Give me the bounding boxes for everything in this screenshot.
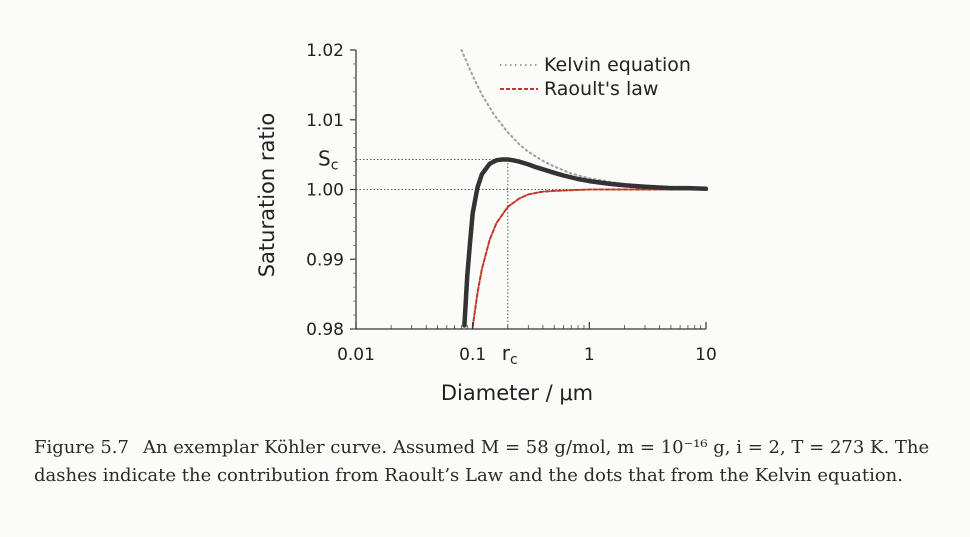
series-kohler-curve [462, 157, 708, 328]
caption-text: An exemplar Köhler curve. Assumed M = 58… [34, 437, 930, 486]
y-tick-label: 1.02 [306, 41, 344, 61]
legend-label-raoult: Raoult's law [544, 78, 658, 100]
figure-caption: Figure 5.7 An exemplar Köhler curve. Assu… [34, 434, 939, 490]
critical-saturation-subscript: c [331, 158, 339, 174]
y-tick-label: 1.01 [306, 111, 344, 131]
x-axis-title: Diameter / μm [441, 381, 593, 405]
y-tick-label: 0.98 [306, 320, 344, 340]
axes: 0.98 0.99 1.00 1.01 1.02 0.01 0.1 1 10 [306, 41, 717, 365]
y-tick-label: 1.00 [306, 181, 344, 201]
x-tick-label: 0.01 [337, 345, 375, 365]
reference-lines: Sc rc [318, 147, 706, 368]
legend-label-kelvin: Kelvin equation [544, 54, 691, 76]
figure-number: Figure 5.7 [34, 437, 129, 458]
series-layer [460, 49, 708, 328]
critical-saturation-label: Sc [318, 147, 338, 174]
x-tick-label: 1 [584, 345, 595, 365]
x-tick-label: 0.1 [459, 345, 486, 365]
y-tick-label: 0.99 [306, 250, 344, 270]
y-axis-title: Saturation ratio [255, 113, 279, 278]
critical-radius-subscript: c [510, 352, 518, 368]
legend: Kelvin equation Raoult's law [500, 54, 691, 100]
x-tick-label: 10 [695, 345, 717, 365]
critical-radius-label: rc [502, 341, 518, 368]
series-raoult-law [471, 188, 707, 328]
kohler-chart: Sc rc 0.98 0.99 1.00 1.01 1.02 0.01 0.1 1 10 Satu… [255, 41, 717, 405]
